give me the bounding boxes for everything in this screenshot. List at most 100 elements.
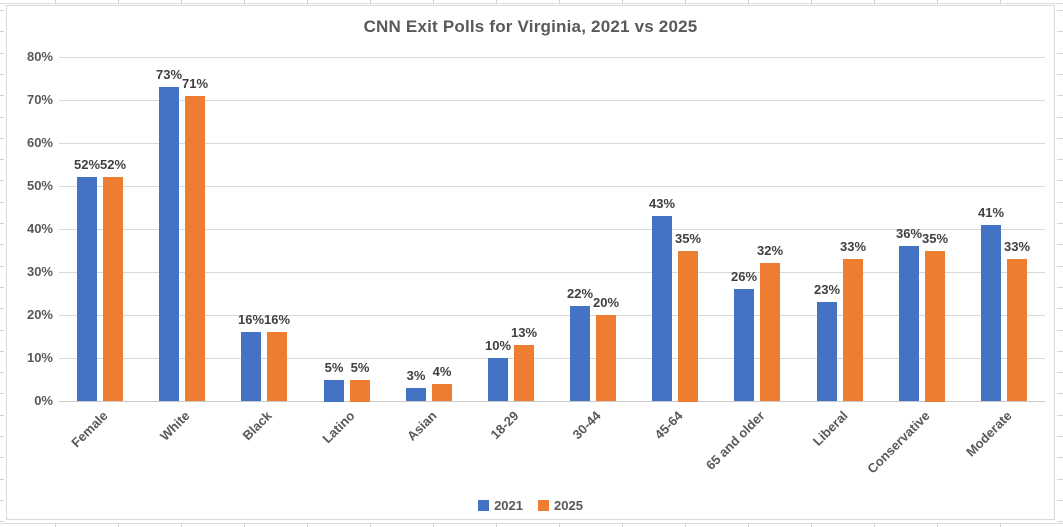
sheet-row-tick bbox=[0, 500, 4, 501]
bar-2021-moderate[interactable] bbox=[981, 225, 1001, 401]
chart-legend: 2021 2025 bbox=[7, 497, 1054, 513]
sheet-column-tick bbox=[559, 523, 560, 527]
sheet-column-tick bbox=[181, 523, 182, 527]
data-label-2021-female: 52% bbox=[73, 157, 101, 172]
sheet-row-gridline bbox=[1057, 287, 1063, 288]
sheet-column-tick bbox=[811, 0, 812, 4]
x-axis-label-female: Female bbox=[68, 408, 111, 451]
x-axis-label-18-29: 18-29 bbox=[487, 408, 522, 443]
bar-2021-30-44[interactable] bbox=[570, 306, 590, 401]
y-axis-tick-label: 0% bbox=[34, 393, 53, 408]
sheet-row-tick bbox=[0, 10, 4, 11]
sheet-bottom-gridline bbox=[0, 523, 1063, 524]
bar-2025-65-and-older[interactable] bbox=[760, 263, 780, 401]
sheet-row-gridline bbox=[1057, 393, 1063, 394]
sheet-column-tick bbox=[559, 0, 560, 4]
sheet-row-gridline bbox=[1057, 180, 1063, 181]
sheet-row-tick bbox=[0, 244, 4, 245]
sheet-column-tick bbox=[55, 0, 56, 4]
sheet-row-gridline bbox=[1057, 415, 1063, 416]
sheet-column-tick bbox=[181, 0, 182, 4]
y-axis-tick-label: 10% bbox=[26, 350, 53, 365]
sheet-column-tick bbox=[685, 523, 686, 527]
chart-title: CNN Exit Polls for Virginia, 2021 vs 202… bbox=[363, 17, 698, 36]
x-axis-label-moderate: Moderate bbox=[963, 408, 1015, 460]
bar-2025-18-29[interactable] bbox=[514, 345, 534, 401]
sheet-row-tick bbox=[0, 159, 4, 160]
data-label-2021-asian: 3% bbox=[406, 368, 426, 383]
gridline bbox=[59, 186, 1045, 187]
sheet-column-tick bbox=[937, 523, 938, 527]
legend-swatch-2021 bbox=[478, 499, 490, 511]
y-axis-tick-label: 80% bbox=[26, 49, 53, 64]
bar-2025-white[interactable] bbox=[185, 96, 205, 401]
bar-2021-18-29[interactable] bbox=[488, 358, 508, 401]
x-axis-label-white: White bbox=[156, 408, 193, 444]
legend-item-2025[interactable]: 2025 bbox=[538, 498, 583, 513]
sheet-column-tick bbox=[811, 523, 812, 527]
sheet-row-gridline bbox=[1057, 53, 1063, 54]
legend-label-2021: 2021 bbox=[494, 497, 523, 513]
sheet-column-tick bbox=[622, 0, 623, 4]
bar-2021-female[interactable] bbox=[77, 177, 97, 401]
sheet-row-gridline bbox=[1057, 10, 1063, 11]
sheet-row-gridline bbox=[1057, 351, 1063, 352]
sheet-column-tick bbox=[244, 0, 245, 4]
bar-2021-45-64[interactable] bbox=[652, 216, 672, 401]
sheet-column-tick bbox=[685, 0, 686, 4]
bar-2025-moderate[interactable] bbox=[1007, 259, 1027, 401]
data-label-2021-moderate: 41% bbox=[977, 205, 1005, 220]
bar-2021-asian[interactable] bbox=[406, 388, 426, 401]
bar-2025-30-44[interactable] bbox=[596, 315, 616, 401]
data-label-2025-18-29: 13% bbox=[510, 325, 538, 340]
data-label-2025-moderate: 33% bbox=[1003, 239, 1031, 254]
data-label-2025-female: 52% bbox=[99, 157, 127, 172]
bar-2021-latino[interactable] bbox=[324, 380, 344, 402]
bar-2021-conservative[interactable] bbox=[899, 246, 919, 401]
bar-chart-object[interactable]: CNN Exit Polls for Virginia, 2021 vs 202… bbox=[6, 5, 1055, 520]
data-label-2021-white: 73% bbox=[155, 67, 183, 82]
sheet-row-tick bbox=[0, 308, 4, 309]
sheet-row-tick bbox=[0, 393, 4, 394]
bar-2021-black[interactable] bbox=[241, 332, 261, 401]
data-label-2021-65-and-older: 26% bbox=[730, 269, 758, 284]
gridline bbox=[59, 143, 1045, 144]
x-axis-label-black: Black bbox=[239, 408, 275, 444]
sheet-row-tick bbox=[0, 479, 4, 480]
data-label-2025-conservative: 35% bbox=[921, 231, 949, 246]
sheet-row-gridline bbox=[1057, 266, 1063, 267]
sheet-row-gridline bbox=[1057, 436, 1063, 437]
sheet-row-gridline bbox=[1057, 244, 1063, 245]
bar-2021-65-and-older[interactable] bbox=[734, 289, 754, 401]
sheet-column-tick bbox=[874, 523, 875, 527]
gridline bbox=[59, 57, 1045, 58]
sheet-row-tick bbox=[0, 223, 4, 224]
sheet-row-gridline bbox=[1057, 372, 1063, 373]
bar-2025-black[interactable] bbox=[267, 332, 287, 401]
legend-item-2021[interactable]: 2021 bbox=[478, 498, 523, 513]
legend-swatch-2025 bbox=[538, 499, 549, 511]
gridline bbox=[59, 315, 1045, 316]
sheet-row-tick bbox=[0, 521, 4, 522]
bar-2025-asian[interactable] bbox=[432, 384, 452, 401]
sheet-row-gridline bbox=[1057, 479, 1063, 480]
sheet-column-tick bbox=[874, 0, 875, 4]
bar-2025-latino[interactable] bbox=[350, 380, 370, 402]
bar-2025-conservative[interactable] bbox=[925, 251, 945, 402]
bar-2021-white[interactable] bbox=[159, 87, 179, 401]
bar-2021-liberal[interactable] bbox=[817, 302, 837, 401]
data-label-2021-45-64: 43% bbox=[648, 196, 676, 211]
gridline bbox=[59, 229, 1045, 230]
sheet-row-gridline bbox=[1057, 117, 1063, 118]
sheet-column-tick bbox=[622, 523, 623, 527]
bar-2025-45-64[interactable] bbox=[678, 251, 698, 402]
bar-2025-liberal[interactable] bbox=[843, 259, 863, 401]
sheet-column-tick bbox=[370, 523, 371, 527]
bar-2025-female[interactable] bbox=[103, 177, 123, 401]
y-axis-tick-label: 50% bbox=[26, 178, 53, 193]
data-label-2025-65-and-older: 32% bbox=[756, 243, 784, 258]
sheet-column-tick bbox=[937, 0, 938, 4]
sheet-row-gridline bbox=[1057, 31, 1063, 32]
sheet-column-tick bbox=[307, 0, 308, 4]
